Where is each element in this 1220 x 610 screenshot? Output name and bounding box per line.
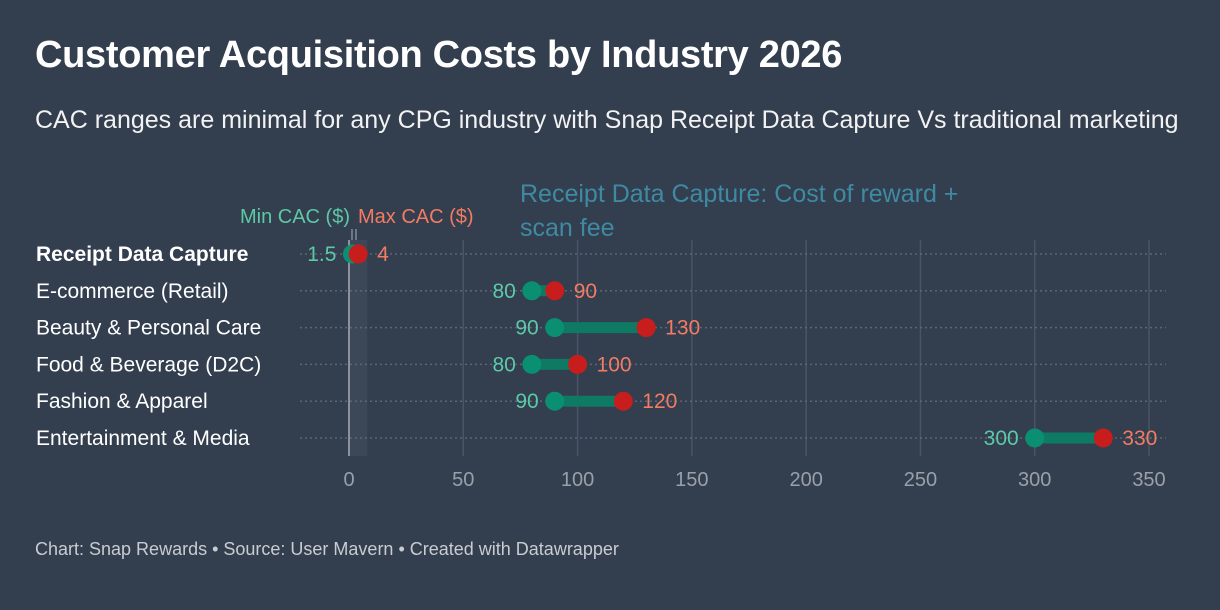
x-tick-label-300: 300 bbox=[1018, 469, 1051, 491]
row-label: Food & Beverage (D2C) bbox=[36, 353, 261, 376]
min-dot bbox=[1025, 428, 1045, 448]
max-value-label: 130 bbox=[665, 317, 700, 340]
min-dot bbox=[522, 281, 542, 301]
x-tick-label-100: 100 bbox=[561, 469, 594, 491]
min-value-label: 90 bbox=[515, 390, 538, 413]
row-label: Entertainment & Media bbox=[36, 427, 250, 450]
max-dot bbox=[636, 318, 656, 338]
x-tick-label-0: 0 bbox=[343, 469, 354, 491]
legend-min-cac: Min CAC ($) bbox=[240, 206, 350, 228]
min-dot bbox=[545, 318, 565, 338]
max-dot bbox=[545, 281, 565, 301]
chart-footer: Chart: Snap Rewards • Source: User Maver… bbox=[35, 539, 619, 559]
max-value-label: 4 bbox=[377, 243, 389, 266]
min-value-label: 80 bbox=[492, 353, 515, 376]
row-label: E-commerce (Retail) bbox=[36, 280, 229, 303]
x-tick-label-150: 150 bbox=[675, 469, 708, 491]
annotation-line-1: Receipt Data Capture: Cost of reward + bbox=[520, 180, 958, 208]
highlight-band bbox=[349, 240, 368, 456]
min-value-label: 1.5 bbox=[307, 243, 336, 266]
min-value-label: 90 bbox=[515, 317, 538, 340]
x-tick-label-350: 350 bbox=[1132, 469, 1165, 491]
legend-max-cac: Max CAC ($) bbox=[358, 206, 474, 228]
chart-title: Customer Acquisition Costs by Industry 2… bbox=[35, 34, 843, 76]
max-value-label: 330 bbox=[1122, 427, 1157, 450]
max-dot bbox=[348, 244, 368, 264]
max-value-label: 90 bbox=[574, 280, 597, 303]
x-tick-label-50: 50 bbox=[452, 469, 474, 491]
max-value-label: 120 bbox=[642, 390, 677, 413]
min-dot bbox=[545, 391, 565, 411]
annotation-receipt-capture: Receipt Data Capture: Cost of reward + s… bbox=[520, 180, 965, 242]
row-label: Fashion & Apparel bbox=[36, 390, 208, 413]
max-dot bbox=[568, 354, 588, 374]
row-label: Receipt Data Capture bbox=[36, 243, 248, 266]
row-label: Beauty & Personal Care bbox=[36, 317, 261, 340]
min-value-label: 300 bbox=[984, 427, 1019, 450]
min-dot bbox=[522, 354, 542, 374]
chart-subtitle: CAC ranges are minimal for any CPG indus… bbox=[35, 106, 1179, 134]
min-value-label: 80 bbox=[492, 280, 515, 303]
annotation-line-2: scan fee bbox=[520, 214, 615, 242]
max-dot bbox=[613, 391, 633, 411]
max-dot bbox=[1093, 428, 1113, 448]
x-tick-label-200: 200 bbox=[789, 469, 822, 491]
max-value-label: 100 bbox=[597, 353, 632, 376]
x-tick-label-250: 250 bbox=[904, 469, 937, 491]
